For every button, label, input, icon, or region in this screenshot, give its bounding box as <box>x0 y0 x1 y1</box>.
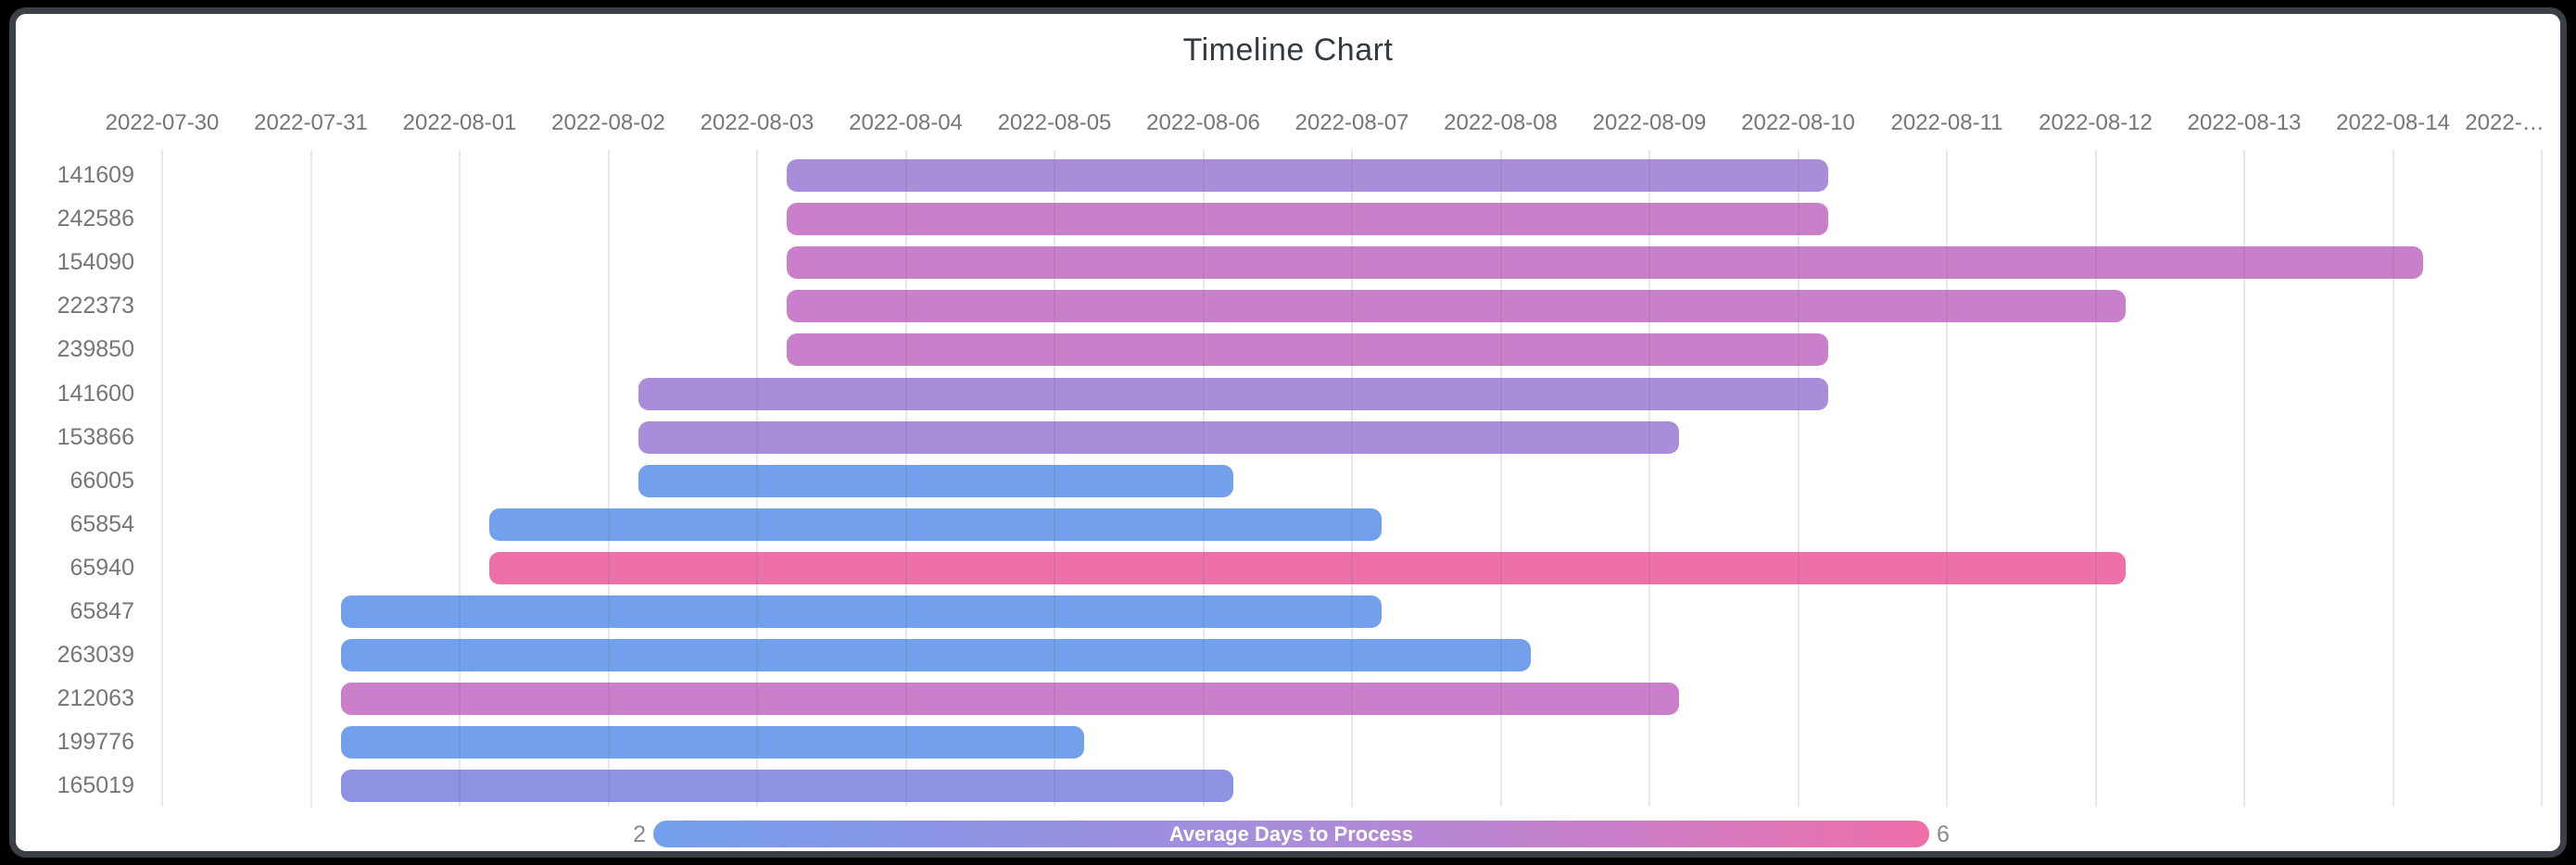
timeline-bar[interactable] <box>638 377 1828 410</box>
x-axis-tick-label: 2022-08-14 <box>2336 110 2450 135</box>
day-gridline <box>756 150 758 807</box>
day-gridline <box>161 150 163 807</box>
y-axis-category-label: 242586 <box>57 206 134 232</box>
x-axis-tick-label: 2022-07-31 <box>254 110 368 135</box>
y-axis-category-label: 141609 <box>57 162 134 188</box>
x-axis-tick-label: 2022-08-02 <box>551 110 665 135</box>
colorbar-legend: 2 Average Days to Process 6 <box>16 821 2560 847</box>
y-axis-category-label: 65847 <box>69 598 134 624</box>
y-axis-category-label: 65854 <box>69 510 134 537</box>
timeline-bar[interactable] <box>787 203 1828 236</box>
x-axis-tick-label: 2022-08-13 <box>2187 110 2302 135</box>
day-gridline <box>309 150 312 807</box>
y-axis-category-label: 222373 <box>57 293 134 320</box>
x-axis-tick-label: 2022-08-01 <box>402 110 517 135</box>
timeline-bar[interactable] <box>787 159 1828 192</box>
timeline-bar[interactable] <box>638 420 1680 454</box>
x-axis-tick-label: 2022-08-12 <box>2039 110 2153 135</box>
colorbar-min-label: 2 <box>633 821 646 847</box>
timeline-bar[interactable] <box>638 464 1233 497</box>
timeline-chart: Timeline Chart 2022-07-30 2022-07-31 2022-… <box>16 14 2560 851</box>
timeline-bar[interactable] <box>787 246 2423 280</box>
colorbar-title: Average Days to Process <box>1168 821 1414 846</box>
timeline-bar[interactable] <box>787 333 1828 367</box>
y-axis-category-label: 153866 <box>57 423 134 450</box>
x-axis-tick-label: 2022-08-05 <box>997 110 1112 135</box>
day-gridline <box>1499 150 1502 807</box>
x-axis-tick-label: 2022-08-09 <box>1592 110 1707 135</box>
chart-title: Timeline Chart <box>1182 32 1394 68</box>
y-axis-category-label: 141600 <box>57 380 134 407</box>
day-gridline <box>1648 150 1650 807</box>
y-axis-category-label: 165019 <box>57 772 134 799</box>
timeline-bar[interactable] <box>340 595 1383 628</box>
day-gridline <box>2392 150 2394 807</box>
day-gridline <box>904 150 907 807</box>
timeline-bar[interactable] <box>340 639 1531 672</box>
x-axis-tick-label: 2022-08-06 <box>1146 110 1260 135</box>
y-axis-category-label: 66005 <box>69 467 134 494</box>
timeline-bar[interactable] <box>340 683 1680 716</box>
timeline-bar[interactable] <box>340 726 1085 759</box>
timeline-bar[interactable] <box>489 508 1383 541</box>
x-axis-tick-label: 2022-… <box>2465 110 2544 135</box>
chart-card: Timeline Chart 2022-07-30 2022-07-31 2022-… <box>9 7 2567 858</box>
day-gridline <box>607 150 610 807</box>
y-axis-category-label: 212063 <box>57 685 134 712</box>
day-gridline <box>2094 150 2097 807</box>
timeline-bar[interactable] <box>489 551 2126 584</box>
x-axis-tick-label: 2022-08-10 <box>1741 110 1855 135</box>
day-gridline <box>1797 150 1799 807</box>
x-axis-tick-label: 2022-08-04 <box>849 110 963 135</box>
day-gridline <box>1202 150 1205 807</box>
y-axis-category-label: 239850 <box>57 336 134 363</box>
day-gridline <box>1946 150 1948 807</box>
y-axis-category-label: 263039 <box>57 642 134 669</box>
y-axis-category-label: 199776 <box>57 729 134 756</box>
day-gridline <box>1351 150 1353 807</box>
timeline-bar[interactable] <box>340 770 1233 803</box>
x-axis-tick-label: 2022-08-03 <box>700 110 814 135</box>
y-axis-category-label: 154090 <box>57 249 134 276</box>
x-axis-tick-label: 2022-08-08 <box>1444 110 1558 135</box>
x-axis-tick-label: 2022-08-11 <box>1890 110 2003 135</box>
day-gridline <box>2541 150 2543 807</box>
colorbar-gradient: Average Days to Process <box>653 821 1929 847</box>
timeline-bar[interactable] <box>787 290 2126 323</box>
x-axis-tick-label: 2022-08-07 <box>1294 110 1409 135</box>
day-gridline <box>2243 150 2245 807</box>
day-gridline <box>1054 150 1055 807</box>
colorbar-max-label: 6 <box>1937 821 1950 847</box>
x-axis-tick-label: 2022-07-30 <box>105 110 220 135</box>
y-axis-category-label: 65940 <box>69 554 134 581</box>
day-gridline <box>459 150 461 807</box>
